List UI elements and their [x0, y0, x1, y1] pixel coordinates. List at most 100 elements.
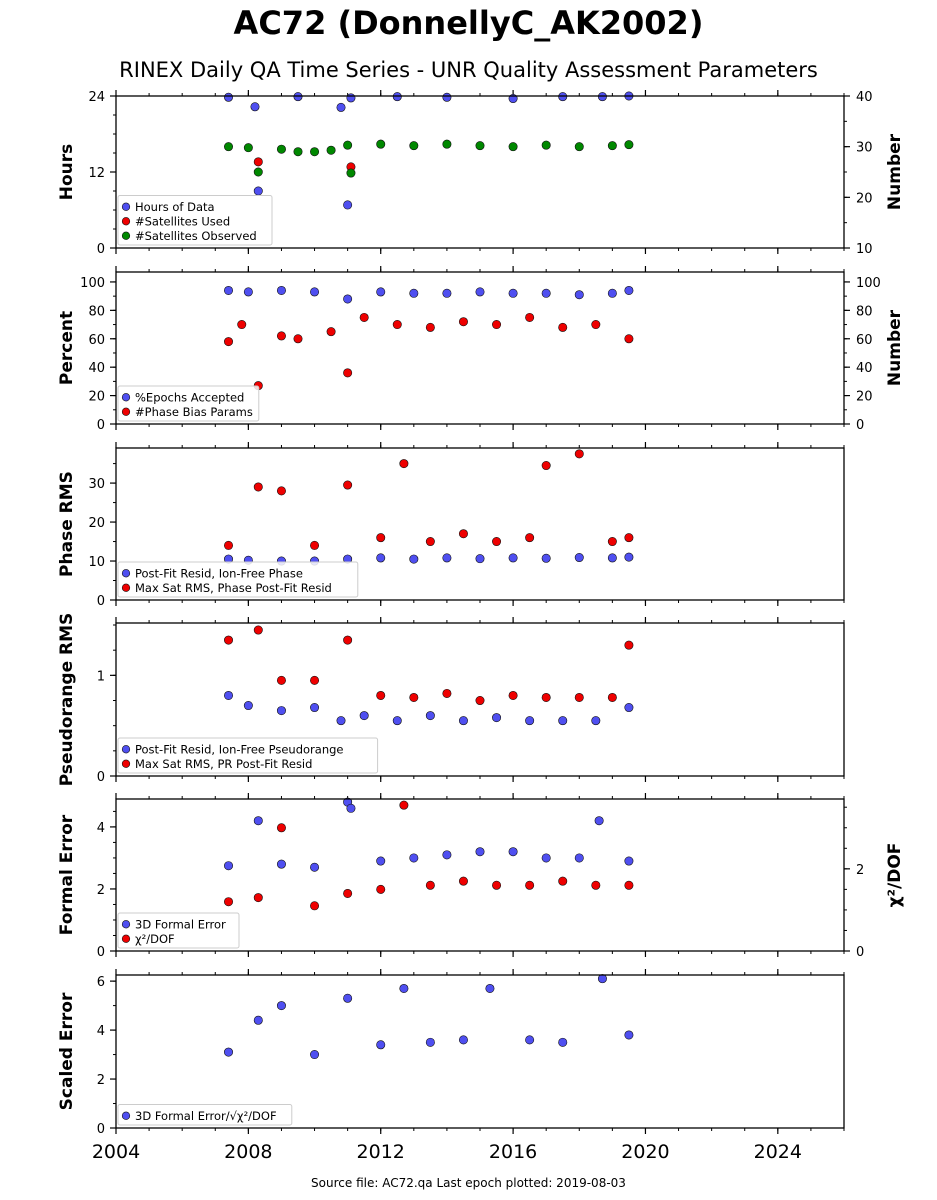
data-point: [508, 553, 518, 563]
legend-box: [117, 385, 260, 422]
x-tick-label: 2004: [92, 1141, 140, 1163]
data-point: [591, 320, 601, 330]
plot-frame: [115, 447, 845, 601]
data-point: [276, 859, 286, 869]
data-point: [492, 320, 502, 330]
plot-frame: [115, 95, 845, 249]
data-point: [442, 288, 452, 298]
data-point: [359, 312, 369, 322]
data-point: [442, 553, 452, 563]
legend-marker: [121, 934, 131, 943]
data-point: [574, 553, 584, 563]
data-point: [224, 861, 234, 871]
figure-title: AC72 (DonnellyC_AK2002): [233, 4, 704, 42]
data-point: [336, 716, 346, 726]
series-2: [224, 800, 634, 911]
data-point: [253, 157, 263, 167]
y-tick-label: 100: [80, 276, 105, 291]
data-point: [343, 480, 353, 490]
data-point: [276, 823, 286, 833]
data-point: [607, 141, 617, 151]
data-point: [458, 317, 468, 327]
y-tick-label: 0: [97, 594, 105, 609]
data-point: [458, 1035, 468, 1045]
data-point: [541, 140, 551, 150]
y2-tick-label: 0: [856, 945, 864, 960]
data-point: [409, 141, 419, 151]
data-point: [475, 847, 485, 857]
data-point: [525, 716, 535, 726]
y-axis-label: Scaled Error: [57, 992, 77, 1110]
y-axis-label: Phase RMS: [57, 471, 77, 577]
data-point: [276, 1001, 286, 1011]
y2-tick-label: 60: [856, 333, 873, 348]
data-point: [392, 320, 402, 330]
data-point: [541, 553, 551, 563]
data-point: [607, 553, 617, 563]
data-point: [492, 713, 502, 723]
data-point: [253, 167, 263, 177]
legend-marker: [121, 202, 131, 211]
data-point: [475, 287, 485, 297]
data-point: [541, 692, 551, 702]
data-point: [458, 876, 468, 886]
data-point: [425, 711, 435, 721]
data-point: [541, 288, 551, 298]
data-point: [607, 537, 617, 547]
legend-entry: Max Sat RMS, Phase Post-Fit Resid: [135, 581, 332, 595]
legend-entry: Post-Fit Resid, Ion-Free Pseudorange: [135, 742, 343, 756]
x-tick-label: 2024: [754, 1141, 802, 1163]
data-point: [293, 147, 303, 157]
legend-marker: [121, 217, 131, 226]
data-point: [558, 1037, 568, 1047]
series-2: [224, 625, 634, 706]
data-point: [336, 102, 346, 112]
legend-entry: #Satellites Observed: [135, 229, 257, 243]
data-point: [376, 1040, 386, 1050]
legend-entry: Max Sat RMS, PR Post-Fit Resid: [135, 757, 312, 771]
legend-marker: [121, 745, 131, 754]
data-point: [442, 850, 452, 860]
x-tick-label: 2008: [224, 1141, 272, 1163]
data-point: [409, 853, 419, 863]
panel-2: 0 20 40 60 80 100 0 20 40 60 80 100 Percent Number %Ep…: [57, 266, 905, 433]
data-point: [376, 553, 386, 563]
y2-tick-label: 0: [856, 418, 864, 433]
y-tick-label: 80: [88, 304, 105, 319]
legend-entry: Post-Fit Resid, Ion-Free Phase: [135, 566, 303, 580]
series-2: [253, 157, 356, 172]
data-points: [224, 91, 634, 210]
legend-entry: #Phase Bias Params: [135, 405, 253, 419]
y-tick-label: 2: [97, 1073, 105, 1088]
data-point: [624, 703, 634, 713]
y-axis-label: Percent: [57, 311, 77, 385]
data-point: [310, 147, 320, 157]
data-point: [253, 816, 263, 826]
plot-frame: [115, 271, 845, 425]
series-1: [224, 797, 634, 872]
data-point: [250, 102, 260, 112]
data-point: [442, 139, 452, 149]
data-points: [224, 625, 634, 726]
data-points: [224, 974, 634, 1060]
data-point: [343, 993, 353, 1003]
data-point: [310, 540, 320, 550]
y-tick-label: 20: [88, 516, 105, 531]
data-point: [442, 92, 452, 102]
data-point: [243, 701, 253, 711]
data-point: [343, 888, 353, 898]
data-point: [224, 1047, 234, 1057]
data-point: [224, 897, 234, 907]
panel-3: 0 10 20 30 Phase RMS Post-Fit Resid, Ion-Free…: [57, 442, 845, 609]
data-point: [359, 711, 369, 721]
data-point: [574, 142, 584, 152]
data-point: [399, 459, 409, 469]
data-point: [399, 800, 409, 810]
data-point: [326, 145, 336, 155]
data-point: [597, 974, 607, 984]
data-point: [607, 288, 617, 298]
data-point: [591, 880, 601, 890]
data-point: [541, 461, 551, 471]
